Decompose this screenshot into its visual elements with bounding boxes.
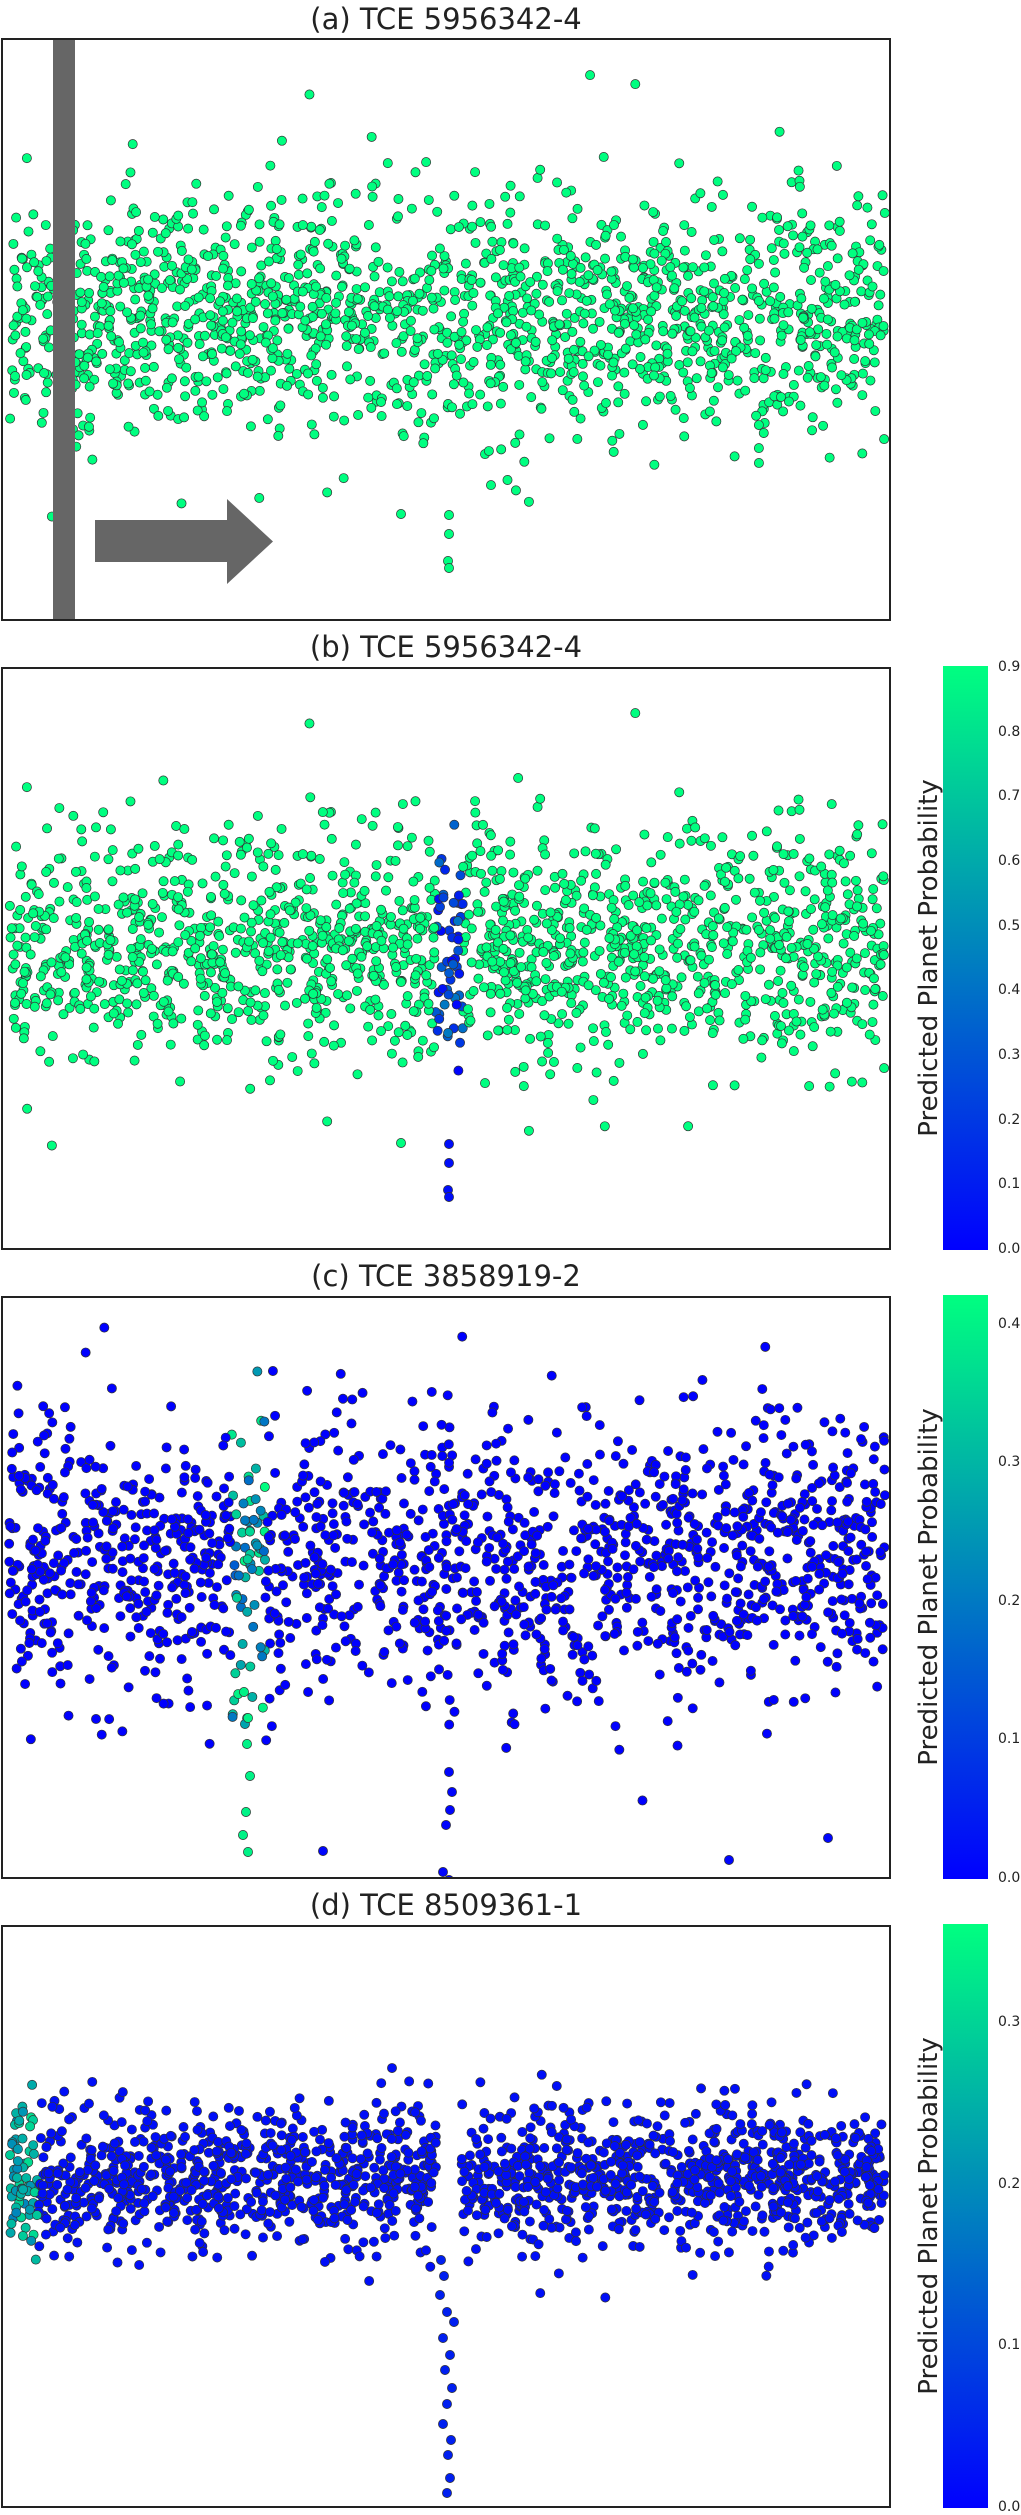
colorbar-tick: 0.8 — [998, 725, 1020, 739]
colorbar-tick: 0.0 — [998, 1871, 1020, 1885]
panel-d-colorbar — [943, 1924, 988, 2508]
panel-a-plot — [1, 38, 891, 621]
panel-d-scatter — [3, 1927, 891, 2506]
colorbar-tick: 0.0 — [998, 1242, 1020, 1256]
panel-b-colorbar-label: Predicted Planet Probability — [914, 667, 944, 1249]
panel-a-scatter — [3, 40, 891, 619]
panel-b-colorbar — [943, 666, 988, 1250]
colorbar-tick: 0.2 — [998, 1113, 1020, 1127]
occlusion-bar — [53, 40, 75, 619]
panel-d-colorbar-label: Predicted Planet Probability — [914, 1925, 944, 2507]
colorbar-tick: 0.4 — [998, 1317, 1020, 1331]
panel-c-title: (c) TCE 3858919-2 — [0, 1259, 892, 1293]
colorbar-tick: 0.3 — [998, 1048, 1020, 1062]
panel-c-colorbar-label: Predicted Planet Probability — [914, 1296, 944, 1878]
panel-c-plot — [1, 1296, 891, 1879]
colorbar-tick: 0.6 — [998, 854, 1020, 868]
colorbar-tick: 0.9 — [998, 660, 1020, 674]
colorbar-tick: 0.3 — [998, 2015, 1020, 2029]
colorbar-tick: 0.1 — [998, 1177, 1020, 1191]
panel-d-title: (d) TCE 8509361-1 — [0, 1888, 892, 1922]
colorbar-tick: 0.1 — [998, 1732, 1020, 1746]
panel-d-plot — [1, 1925, 891, 2508]
colorbar-tick: 0.2 — [998, 1594, 1020, 1608]
colorbar-tick: 0.2 — [998, 2177, 1020, 2191]
colorbar-tick: 0.7 — [998, 789, 1020, 803]
panel-b-plot — [1, 667, 891, 1250]
panel-b-title: (b) TCE 5956342-4 — [0, 630, 892, 664]
colorbar-tick: 0.5 — [998, 919, 1020, 933]
arrow-right-icon — [95, 499, 273, 584]
colorbar-tick: 0.1 — [998, 2338, 1020, 2352]
panel-b-scatter — [3, 669, 891, 1248]
colorbar-tick: 0.4 — [998, 983, 1020, 997]
panel-a-title: (a) TCE 5956342-4 — [0, 2, 892, 36]
colorbar-tick: 0.3 — [998, 1455, 1020, 1469]
panel-c-colorbar — [943, 1295, 988, 1879]
panel-c-scatter — [3, 1298, 891, 1877]
